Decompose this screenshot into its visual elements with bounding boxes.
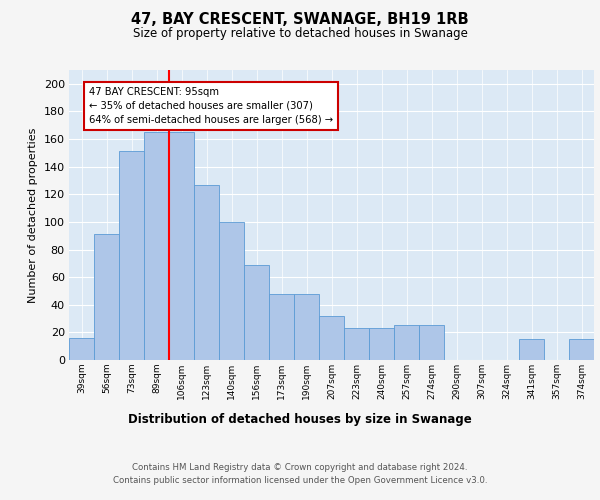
Bar <box>569 340 594 360</box>
Text: Contains public sector information licensed under the Open Government Licence v3: Contains public sector information licen… <box>113 476 487 485</box>
Bar <box>119 152 144 360</box>
Bar <box>244 264 269 360</box>
Bar <box>294 294 319 360</box>
Bar <box>269 294 294 360</box>
Text: Distribution of detached houses by size in Swanage: Distribution of detached houses by size … <box>128 412 472 426</box>
Bar <box>219 222 244 360</box>
Bar <box>94 234 119 360</box>
Bar <box>319 316 344 360</box>
Text: 47 BAY CRESCENT: 95sqm
← 35% of detached houses are smaller (307)
64% of semi-de: 47 BAY CRESCENT: 95sqm ← 35% of detached… <box>89 86 333 124</box>
Bar <box>69 338 94 360</box>
Bar <box>344 328 369 360</box>
Y-axis label: Number of detached properties: Number of detached properties <box>28 128 38 302</box>
Bar <box>419 326 444 360</box>
Bar <box>194 184 219 360</box>
Text: 47, BAY CRESCENT, SWANAGE, BH19 1RB: 47, BAY CRESCENT, SWANAGE, BH19 1RB <box>131 12 469 28</box>
Bar <box>369 328 394 360</box>
Text: Contains HM Land Registry data © Crown copyright and database right 2024.: Contains HM Land Registry data © Crown c… <box>132 462 468 471</box>
Bar <box>519 340 544 360</box>
Bar <box>394 326 419 360</box>
Text: Size of property relative to detached houses in Swanage: Size of property relative to detached ho… <box>133 28 467 40</box>
Bar <box>169 132 194 360</box>
Bar <box>144 132 169 360</box>
